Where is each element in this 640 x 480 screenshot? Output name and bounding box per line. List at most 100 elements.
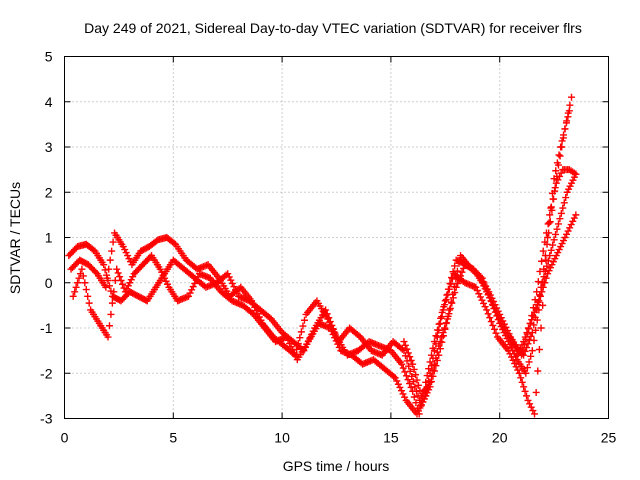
data-point	[430, 367, 438, 375]
data-point	[444, 290, 452, 298]
data-point	[108, 247, 116, 255]
data-point	[481, 303, 489, 311]
x-tick-label: 20	[492, 430, 508, 446]
y-tick-label: -1	[40, 320, 53, 336]
data-point	[412, 371, 420, 379]
data-point	[69, 292, 77, 300]
data-point	[300, 316, 308, 324]
series-3	[69, 107, 573, 418]
data-point	[289, 346, 297, 354]
data-point	[445, 285, 453, 293]
data-point	[407, 356, 415, 364]
data-point	[544, 234, 552, 241]
data-point	[533, 288, 541, 296]
data-point	[524, 396, 532, 404]
data-point	[332, 337, 340, 345]
data-point	[399, 390, 407, 398]
data-point	[490, 304, 498, 312]
data-point	[563, 230, 571, 238]
data-point	[290, 349, 298, 357]
data-point	[100, 261, 108, 269]
data-point	[572, 211, 580, 219]
data-point	[521, 387, 529, 395]
data-point	[104, 333, 112, 341]
data-point	[546, 211, 554, 219]
data-point	[547, 246, 555, 254]
data-points	[65, 93, 580, 418]
data-point	[448, 275, 456, 283]
data-point	[520, 383, 528, 391]
data-point	[406, 367, 414, 375]
data-point	[534, 278, 542, 286]
data-point	[455, 259, 463, 267]
data-point	[408, 372, 416, 380]
data-point	[227, 276, 235, 284]
data-point	[528, 312, 536, 320]
grid	[64, 56, 609, 419]
data-point	[266, 314, 274, 322]
data-point	[564, 109, 572, 117]
x-tick-label: 15	[383, 430, 399, 446]
data-point	[334, 340, 342, 348]
data-point	[518, 341, 526, 349]
data-point	[559, 134, 567, 142]
data-point	[114, 269, 122, 277]
data-point	[457, 272, 465, 280]
data-point	[540, 273, 548, 281]
data-point	[452, 283, 460, 291]
data-point	[562, 194, 570, 202]
x-tick-label: 25	[601, 430, 617, 446]
data-point	[409, 378, 417, 386]
data-point	[540, 265, 548, 273]
data-point	[559, 204, 567, 212]
data-point	[410, 365, 418, 373]
data-point	[451, 262, 459, 270]
data-point	[398, 360, 406, 368]
data-point	[549, 195, 557, 203]
data-point	[455, 276, 463, 284]
data-point	[449, 294, 457, 302]
data-point	[514, 366, 522, 374]
data-point	[515, 348, 523, 356]
data-point	[403, 345, 411, 353]
data-point	[108, 299, 116, 307]
data-point	[563, 117, 571, 125]
data-point	[228, 279, 236, 287]
data-point	[527, 332, 535, 340]
data-point	[458, 268, 466, 276]
axis-ticks: 0 5 10 15 20 25 -3 -2 -1 0 1 2 3 4 5	[40, 49, 616, 446]
data-point	[105, 265, 113, 273]
data-point	[71, 288, 79, 296]
data-point	[556, 152, 564, 160]
data-point	[438, 313, 446, 321]
data-point	[105, 322, 113, 330]
data-point	[532, 326, 540, 334]
data-point	[475, 290, 483, 298]
data-point	[521, 333, 529, 341]
data-point	[541, 238, 549, 246]
y-tick-label: 4	[45, 94, 53, 110]
data-point	[391, 374, 399, 382]
data-point	[523, 364, 531, 372]
data-point	[541, 252, 549, 260]
data-point	[397, 387, 405, 395]
data-point	[517, 374, 525, 382]
data-point	[401, 393, 409, 401]
data-point	[251, 303, 259, 311]
data-point	[493, 312, 501, 320]
data-point	[401, 341, 409, 349]
data-point	[446, 304, 454, 312]
data-point	[558, 143, 566, 151]
data-point	[531, 296, 539, 304]
data-point	[539, 301, 547, 309]
y-tick-label: 1	[45, 230, 53, 246]
data-point	[529, 407, 537, 415]
series-4	[400, 93, 576, 400]
data-point	[410, 393, 418, 401]
data-point	[528, 347, 536, 355]
data-point	[560, 199, 568, 207]
data-point	[324, 315, 332, 323]
data-point	[554, 176, 562, 184]
y-tick-label: -2	[40, 365, 53, 381]
data-point	[81, 279, 89, 287]
